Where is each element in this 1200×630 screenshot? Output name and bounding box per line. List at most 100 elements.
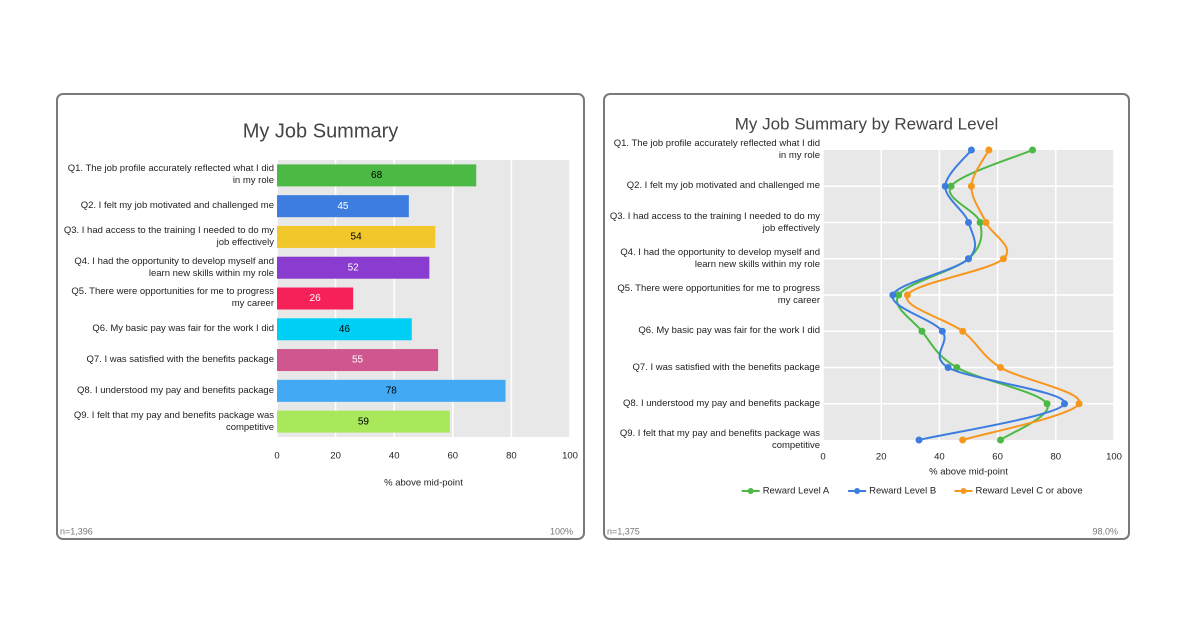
data-point (903, 291, 911, 299)
data-point (1075, 400, 1083, 408)
footnote: n=1,396 (60, 526, 93, 536)
x-tick-label: 0 (274, 451, 279, 462)
x-tick-label: 20 (330, 451, 341, 462)
footnote: n=1,375 (607, 526, 640, 536)
data-point (959, 436, 967, 444)
category-label-box: Q1. The job profile accurately reflected… (613, 138, 820, 161)
category-label-box: Q9. I felt that my pay and benefits pack… (619, 428, 820, 451)
data-point (976, 219, 984, 226)
bar (277, 195, 409, 218)
x-tick-label: 100 (562, 451, 578, 462)
category-label: Q6. My basic pay was fair for the work I… (92, 323, 274, 335)
category-label-box: Q7. I was satisfied with the benefits pa… (632, 361, 820, 373)
category-label-box: Q5. There were opportunities for me to p… (617, 283, 820, 306)
data-point (999, 255, 1007, 263)
category-label: Q1. The job profile accurately reflected… (67, 163, 274, 187)
data-point (944, 364, 952, 371)
data-point (967, 182, 975, 190)
category-label-box: Q5. There were opportunities for me to p… (71, 286, 274, 310)
data-point (947, 182, 955, 190)
footnote: 98.0% (1092, 526, 1118, 536)
data-point (997, 436, 1005, 444)
category-label: Q1. The job profile accurately reflected… (613, 138, 820, 161)
legend-swatch (960, 488, 967, 494)
category-label: Q2. I felt my job motivated and challeng… (80, 200, 274, 212)
category-label-box: Q2. I felt my job motivated and challeng… (626, 180, 820, 192)
data-point (1029, 146, 1037, 154)
value-label: 54 (351, 232, 363, 243)
chart-title: My Job Summary (243, 120, 399, 142)
category-label-box: Q2. I felt my job motivated and challeng… (80, 200, 274, 212)
x-tick-label: 80 (1051, 452, 1062, 463)
bar (277, 225, 436, 248)
footnote: 100% (550, 526, 573, 536)
category-label-box: Q7. I was satisfied with the benefits pa… (86, 354, 274, 366)
x-tick-label: 20 (876, 452, 887, 463)
legend-label: Reward Level A (763, 486, 830, 497)
data-point (965, 219, 972, 226)
x-tick-label: 60 (992, 452, 1003, 463)
category-label: Q8. I understood my pay and benefits pac… (623, 397, 820, 409)
bar (277, 379, 506, 402)
data-point (915, 436, 923, 444)
category-label-box: Q4. I had the opportunity to develop mys… (620, 247, 820, 270)
x-axis-title: % above mid-point (929, 467, 1008, 478)
value-label: 26 (310, 293, 322, 304)
category-label-box: Q3. I had access to the training I neede… (63, 224, 274, 248)
bar (277, 410, 450, 433)
category-label-box: Q6. My basic pay was fair for the work I… (638, 325, 820, 337)
x-tick-label: 60 (448, 451, 459, 462)
bar (277, 318, 412, 341)
category-label-box: Q1. The job profile accurately reflected… (67, 163, 274, 187)
bar (277, 256, 430, 279)
data-point (967, 146, 975, 154)
category-label: Q4. I had the opportunity to develop mys… (74, 255, 274, 279)
category-label: Q8. I understood my pay and benefits pac… (77, 384, 274, 396)
value-label: 52 (348, 262, 360, 273)
category-label: Q3. I had access to the training I neede… (63, 224, 274, 248)
data-point (1043, 400, 1051, 408)
category-label: Q5. There were opportunities for me to p… (71, 286, 274, 310)
category-label-box: Q8. I understood my pay and benefits pac… (77, 384, 274, 396)
bar (277, 287, 354, 310)
category-label-box: Q9. I felt that my pay and benefits pack… (73, 409, 274, 433)
category-label: Q9. I felt that my pay and benefits pack… (619, 428, 820, 451)
data-point (953, 364, 961, 371)
x-tick-label: 100 (1106, 452, 1122, 463)
x-tick-label: 80 (506, 451, 517, 462)
category-label: Q7. I was satisfied with the benefits pa… (632, 361, 820, 373)
value-label: 59 (358, 416, 370, 427)
data-point (997, 364, 1005, 371)
value-label: 68 (371, 170, 383, 181)
category-label: Q3. I had access to the training I neede… (609, 210, 820, 234)
value-label: 46 (339, 324, 351, 335)
category-label-box: Q4. I had the opportunity to develop mys… (74, 255, 274, 279)
data-point (965, 255, 972, 263)
category-label: Q9. I felt that my pay and benefits pack… (73, 409, 274, 433)
value-label: 45 (337, 201, 349, 212)
category-label-box: Q8. I understood my pay and benefits pac… (623, 397, 820, 409)
data-point (959, 327, 967, 335)
value-label: 55 (352, 355, 364, 366)
data-point (895, 291, 903, 299)
bar (277, 164, 477, 187)
legend-swatch (747, 488, 754, 494)
category-label: Q2. I felt my job motivated and challeng… (626, 180, 820, 192)
data-point (982, 219, 990, 226)
data-point (889, 291, 897, 299)
data-point (918, 327, 926, 335)
category-label-box: Q6. My basic pay was fair for the work I… (92, 323, 274, 335)
legend-label: Reward Level C or above (976, 486, 1083, 497)
data-point (941, 182, 949, 190)
x-tick-label: 40 (389, 451, 400, 462)
x-tick-label: 40 (934, 452, 945, 463)
legend-label: Reward Level B (869, 486, 936, 497)
x-tick-label: 0 (820, 452, 825, 463)
category-label: Q6. My basic pay was fair for the work I… (638, 325, 820, 337)
category-label-box: Q3. I had access to the training I neede… (609, 210, 820, 234)
legend-swatch (854, 488, 861, 494)
value-label: 78 (386, 385, 398, 396)
category-label: Q7. I was satisfied with the benefits pa… (86, 354, 274, 366)
data-point (938, 327, 946, 335)
